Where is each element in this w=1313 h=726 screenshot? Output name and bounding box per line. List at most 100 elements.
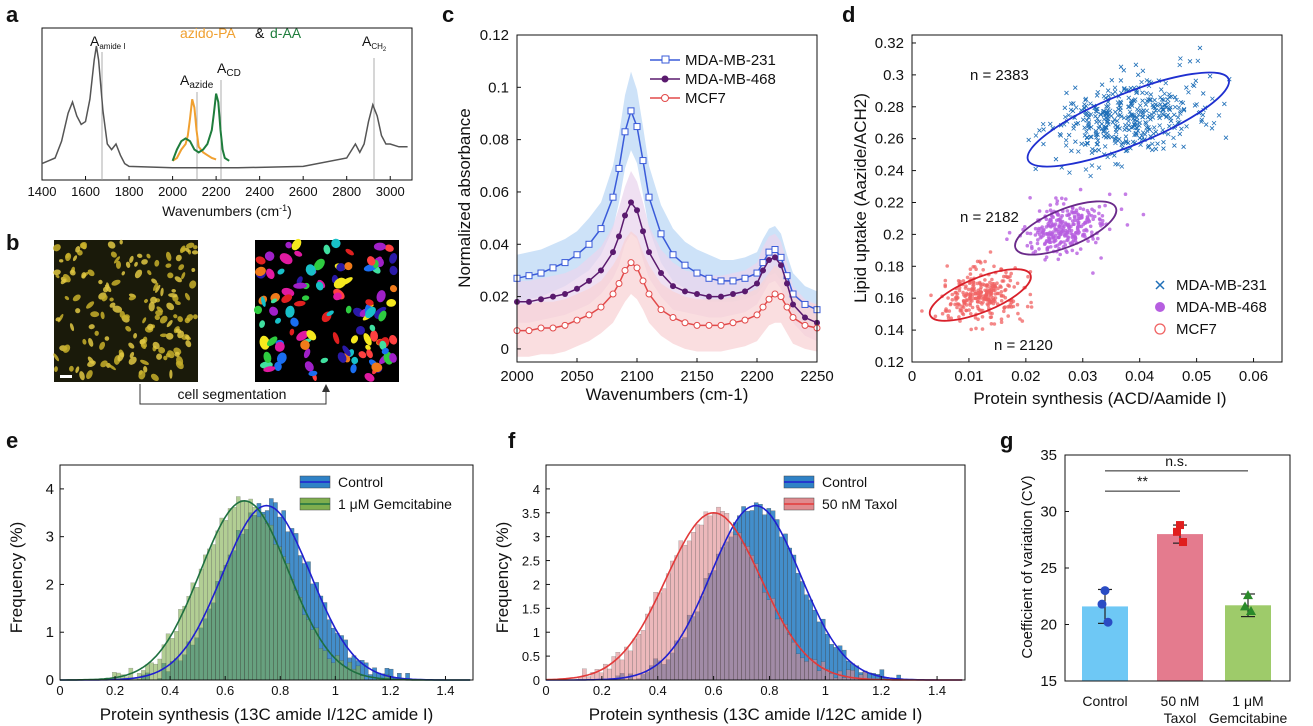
raw-cell-blob <box>184 292 191 301</box>
raw-cell-blob <box>166 320 173 328</box>
c-legend-marker <box>661 75 669 83</box>
segmented-cell-blob <box>315 281 324 291</box>
d-data-point <box>1140 98 1145 103</box>
segmented-cell-blob <box>378 310 387 322</box>
d-data-point <box>1172 104 1178 110</box>
segmented-cell-blob <box>363 333 372 346</box>
d-x-tick-label: 0.03 <box>1068 368 1097 385</box>
histogram-bar <box>186 596 191 681</box>
raw-cell-blob <box>148 301 155 312</box>
raw-cell-blob <box>129 255 134 263</box>
segmented-cell-blob <box>371 362 383 373</box>
histogram-bar <box>264 523 270 681</box>
histogram-bar <box>174 631 179 681</box>
segmented-cell-blob <box>326 310 334 317</box>
d-data-point <box>1157 123 1162 128</box>
d-data-point <box>1152 97 1157 103</box>
raw-cell-blob <box>82 338 87 345</box>
c-legend-label: MDA-MB-468 <box>685 71 776 88</box>
d-data-point <box>1210 96 1215 102</box>
c-data-point <box>538 296 544 303</box>
legend-azido-pa: azido-PA <box>180 25 236 41</box>
raw-cell-blob <box>173 314 178 319</box>
d-data-point <box>964 308 968 313</box>
d-data-point <box>920 309 924 313</box>
hist-x-tick-label: 1.2 <box>872 683 890 698</box>
d-data-point <box>1037 128 1042 133</box>
d-data-point <box>1171 112 1177 118</box>
d-data-point <box>1184 124 1189 129</box>
d-data-point <box>1076 216 1081 221</box>
d-data-point <box>1090 207 1094 212</box>
d-data-point <box>1062 105 1068 111</box>
raw-cell-blob <box>86 370 93 380</box>
d-data-point <box>1041 141 1046 147</box>
d-data-point <box>1016 311 1020 316</box>
hist-x-tick-label: 0.8 <box>271 683 289 698</box>
d-data-point <box>1134 122 1139 128</box>
c-data-point <box>610 249 616 256</box>
d-data-point <box>1070 219 1075 223</box>
cv-data-point <box>1246 605 1256 615</box>
segmented-cell-blob <box>351 356 359 365</box>
raw-cell-blob <box>128 295 137 301</box>
histogram-bar <box>326 658 332 681</box>
histogram-bar <box>252 507 257 681</box>
c-x-axis-label: Wavenumbers (cm-1) <box>586 385 749 404</box>
d-data-point <box>1176 105 1182 110</box>
raw-cell-blob <box>147 270 152 276</box>
d-data-point <box>1035 230 1040 235</box>
d-data-point <box>1179 126 1184 132</box>
raw-cell-blob <box>54 366 58 372</box>
d-x-tick-label: 0.05 <box>1182 368 1211 385</box>
histogram-bar <box>298 597 303 681</box>
histogram-bar <box>161 644 167 681</box>
histogram-bar <box>661 588 667 681</box>
d-data-point <box>1041 231 1045 235</box>
hist-y-tick-label: 1 <box>533 625 540 640</box>
d-data-point <box>949 302 953 306</box>
raw-cell-blob <box>165 352 171 358</box>
d-data-point <box>1028 240 1033 245</box>
d-data-point <box>1079 141 1084 147</box>
raw-cell-blob <box>55 274 60 279</box>
raw-cell-blob <box>123 314 130 320</box>
d-data-point <box>1175 115 1181 120</box>
d-data-point <box>1096 165 1102 170</box>
d-data-point <box>1057 132 1063 137</box>
c-data-point <box>705 321 713 329</box>
segmented-cell-blob <box>306 330 317 341</box>
histogram-bar <box>674 555 679 681</box>
d-data-point <box>1158 87 1164 92</box>
d-data-point <box>1064 197 1068 201</box>
c-x-tick-label: 2200 <box>740 368 773 385</box>
d-data-point <box>1133 131 1138 136</box>
histogram-bar <box>737 532 742 681</box>
d-data-point <box>1207 73 1213 79</box>
d-data-point <box>1086 119 1092 125</box>
d-data-point <box>968 291 973 295</box>
d-data-point <box>1095 141 1100 147</box>
c-data-point <box>777 293 785 301</box>
d-data-point <box>1070 248 1075 253</box>
c-y-tick-label: 0.02 <box>480 289 509 306</box>
raw-cell-blob <box>69 323 75 332</box>
d-data-point <box>1094 119 1099 125</box>
g-y-axis-label: Coefficient of variation (CV) <box>1019 475 1036 658</box>
d-legend-marker <box>1154 323 1166 335</box>
raw-cell-blob <box>98 279 103 285</box>
histogram-bar <box>795 653 801 681</box>
panel-d-ellipses <box>928 71 1230 322</box>
d-data-point <box>988 315 993 320</box>
d-data-point <box>1015 281 1020 286</box>
d-data-point <box>954 290 958 295</box>
c-y-tick-label: 0.12 <box>480 27 509 44</box>
d-data-point <box>1083 97 1088 103</box>
d-data-point <box>1071 101 1076 106</box>
raw-cell-blob <box>99 341 106 350</box>
c-data-point <box>694 290 700 297</box>
histogram-bar <box>691 532 696 681</box>
d-data-point <box>1048 208 1053 212</box>
d-data-point <box>1150 141 1155 147</box>
